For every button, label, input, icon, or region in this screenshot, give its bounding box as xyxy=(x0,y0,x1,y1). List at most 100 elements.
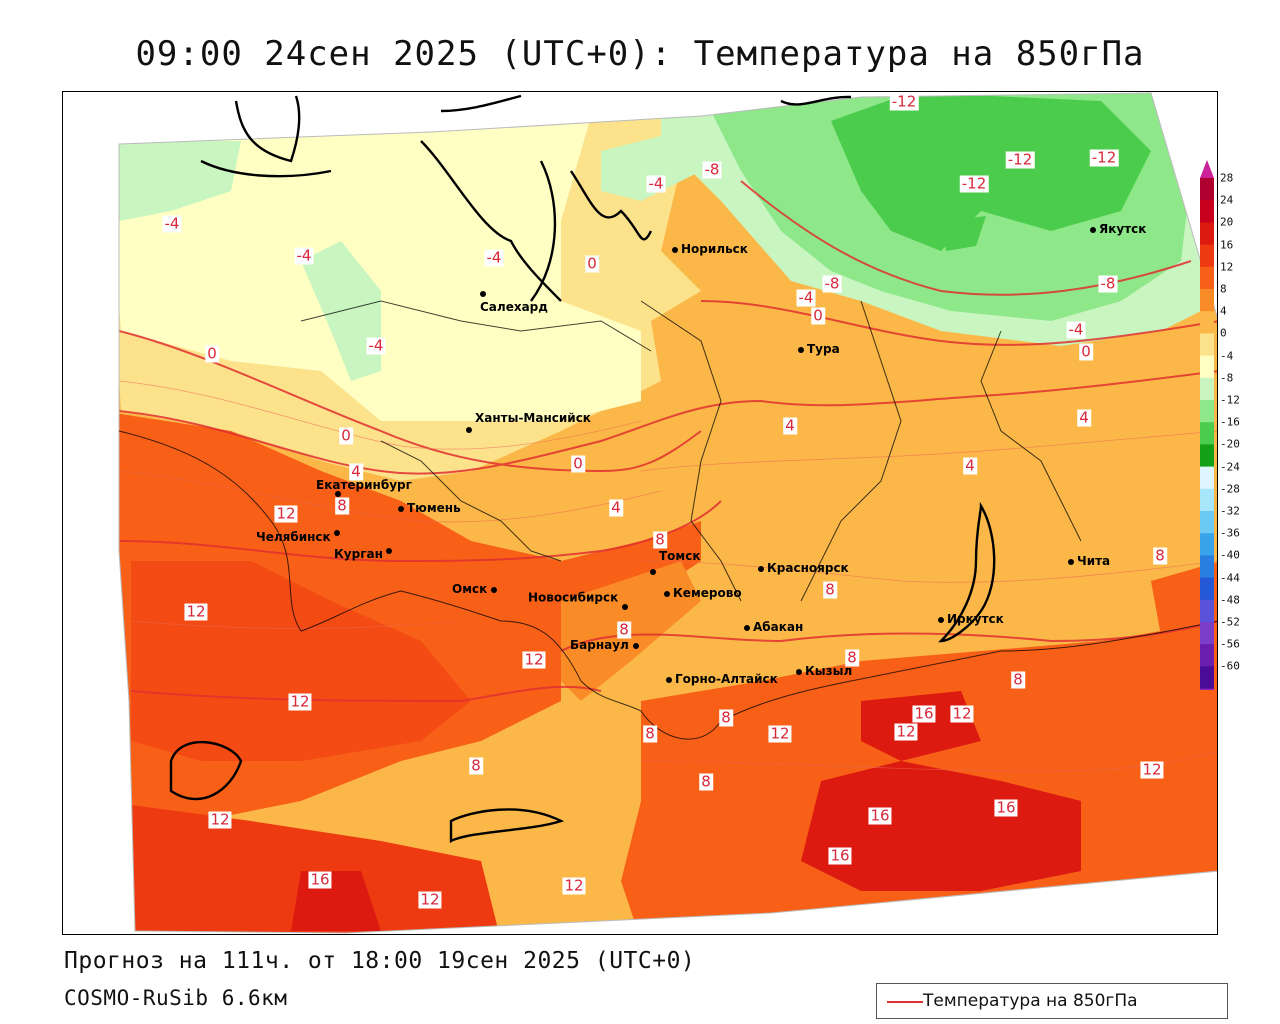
isotherm-label: 12 xyxy=(1140,760,1164,779)
city-omsk: Омск xyxy=(452,582,500,596)
isotherm-label: 12 xyxy=(208,810,232,829)
colorbar-swatch xyxy=(1200,488,1214,512)
baikal-lake xyxy=(938,501,996,643)
isotherm-label: 8 xyxy=(469,756,483,775)
isotherm-label: 0 xyxy=(811,306,825,325)
city-dot xyxy=(672,246,678,253)
colorbar-swatch xyxy=(1200,311,1214,334)
city-tyumen: Тюмень xyxy=(398,501,461,515)
isotherm-label: -12 xyxy=(889,92,919,111)
city-khanty-mansiysk: Ханты-Мансийск xyxy=(466,411,591,433)
isotherm-label: 16 xyxy=(308,870,332,889)
isotherm-label: 8 xyxy=(653,530,667,549)
isotherm-label: 4 xyxy=(1077,408,1091,427)
city-dot xyxy=(632,642,639,649)
city-tomsk: Томск xyxy=(650,549,701,575)
colorbar-swatch xyxy=(1200,577,1214,601)
city-dot xyxy=(480,291,486,297)
colorbar-swatch xyxy=(1200,444,1214,468)
colorbar-swatch xyxy=(1200,511,1214,534)
balkhash-lake xyxy=(449,808,565,843)
colorbar-swatch xyxy=(1200,266,1214,290)
colorbar-top-arrow xyxy=(1200,160,1214,178)
isotherm-label: 16 xyxy=(912,704,936,723)
model-info: COSMO-RuSib 6.6км xyxy=(64,986,288,1010)
colorbar-swatch xyxy=(1200,355,1214,379)
isotherm-label: 4 xyxy=(349,462,363,481)
colorbar-swatch xyxy=(1200,200,1214,223)
forecast-info: Прогноз на 111ч. от 18:00 19сен 2025 (UT… xyxy=(64,948,696,974)
colorbar-swatch xyxy=(1200,400,1214,423)
city-dot xyxy=(1090,226,1096,233)
isotherm-label: 4 xyxy=(963,456,977,475)
colorbar-tick-label: -48 xyxy=(1220,593,1240,607)
isotherm-label: -12 xyxy=(959,174,989,193)
isotherm-label: 12 xyxy=(562,876,586,895)
isotherm-label: -4 xyxy=(294,246,314,265)
city-yakutsk: Якутск xyxy=(1090,222,1146,236)
isotherm-label: -4 xyxy=(796,288,816,307)
city-dot xyxy=(398,505,404,512)
isotherm-label: 8 xyxy=(335,496,349,515)
isotherm-label: 12 xyxy=(894,722,918,741)
colorbar-swatch xyxy=(1200,644,1214,667)
isotherm-label: -4 xyxy=(1066,320,1086,339)
colorbar-swatch xyxy=(1200,377,1214,401)
city-dot xyxy=(758,565,764,572)
isotherm-label: 16 xyxy=(828,846,852,865)
city-norilsk: Норильск xyxy=(672,242,748,256)
colorbar-tick-label: -24 xyxy=(1220,460,1240,474)
city-dot xyxy=(666,676,672,683)
isotherm-label: 0 xyxy=(1079,342,1093,361)
band-neg16-neg12 xyxy=(831,96,1151,251)
isotherm-label: 0 xyxy=(585,254,599,273)
city-gorno-altaysk: Горно-Алтайск xyxy=(666,672,778,686)
isotherm-label: -8 xyxy=(822,274,842,293)
colorbar-swatch xyxy=(1200,244,1214,268)
isotherm-label: 4 xyxy=(783,416,797,435)
colorbar-swatch xyxy=(1200,599,1214,623)
city-tura: Тура xyxy=(798,342,840,356)
city-dot xyxy=(664,590,670,597)
city-dot xyxy=(744,624,750,631)
isotherm-label: 0 xyxy=(339,426,353,445)
legend-line-swatch xyxy=(887,1001,923,1003)
colorbar-swatch xyxy=(1200,666,1214,690)
city-krasnoyarsk: Красноярск xyxy=(758,561,849,575)
isotherm-label: 12 xyxy=(768,724,792,743)
colorbar-swatch xyxy=(1200,178,1214,201)
city-dot xyxy=(938,616,944,623)
colorbar-swatch xyxy=(1200,333,1214,357)
isotherm-label: 8 xyxy=(617,620,631,639)
isotherm-label: -12 xyxy=(1089,148,1119,167)
colorbar-tick-label: 8 xyxy=(1220,282,1227,296)
city-dot xyxy=(1068,558,1074,565)
isotherm-label: 16 xyxy=(994,798,1018,817)
colorbar-tick-label: 24 xyxy=(1220,193,1234,207)
colorbar-swatch xyxy=(1200,555,1214,579)
isotherm-label: 4 xyxy=(609,498,623,517)
isotherm-label: -4 xyxy=(484,248,504,267)
colorbar-tick-label: -4 xyxy=(1220,349,1234,363)
isotherm-label: 12 xyxy=(274,504,298,523)
city-salekhard: Салехард xyxy=(480,291,548,314)
isotherm-label: 8 xyxy=(719,708,733,727)
city-chelyabinsk: Челябинск xyxy=(256,529,343,544)
isotherm-label: 16 xyxy=(868,806,892,825)
isotherm-label: -8 xyxy=(1098,274,1118,293)
colorbar-tick-label: -56 xyxy=(1220,637,1240,651)
isotherm-label: 12 xyxy=(950,704,974,723)
colorbar-tick-label: -16 xyxy=(1220,415,1240,429)
isotherm-label: -4 xyxy=(646,174,666,193)
isotherm-label: 12 xyxy=(522,650,546,669)
city-dot xyxy=(796,668,802,675)
isotherm-label: 0 xyxy=(571,454,585,473)
city-dot-yekaterinburg xyxy=(335,491,341,497)
isotherm-label: 8 xyxy=(1011,670,1025,689)
colorbar-tick-label: 16 xyxy=(1220,238,1234,252)
colorbar-tick-label: 12 xyxy=(1220,260,1234,274)
isotherm-label: 8 xyxy=(1153,546,1167,565)
colorbar-tick-label: -44 xyxy=(1220,571,1240,585)
isotherm-label: -4 xyxy=(366,336,386,355)
city-dot xyxy=(622,604,629,610)
